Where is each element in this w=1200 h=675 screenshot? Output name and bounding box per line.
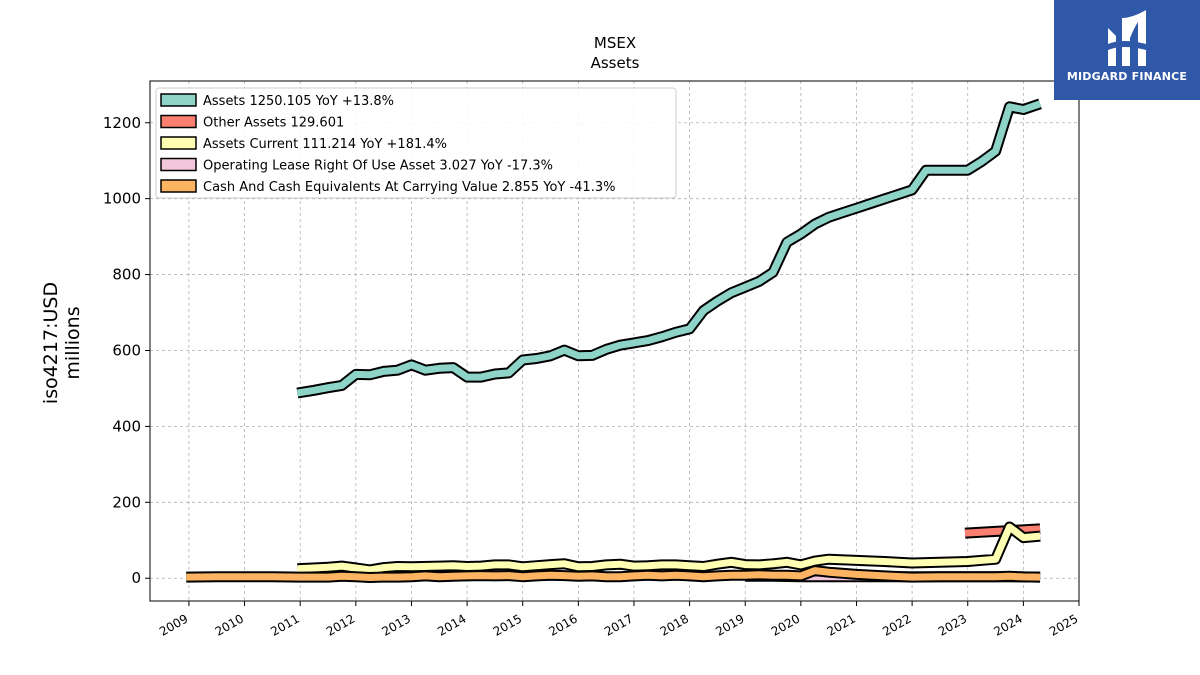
y-tick-label: 1200: [103, 114, 141, 132]
x-tick-label: 2012: [324, 611, 357, 638]
x-tick-label: 2019: [713, 611, 746, 638]
x-axis: 2009 2010 2011 2012 2013 2014 2015 2016 2017 2018…: [157, 601, 1081, 639]
legend-swatch: [160, 136, 197, 150]
y-tick-label: 0: [131, 569, 141, 587]
midgard-finance-logo: MIDGARD FINANCE: [1054, 0, 1200, 100]
legend-swatch: [160, 114, 197, 129]
logo-text: MIDGARD FINANCE: [1066, 70, 1188, 83]
y-tick-label: 1000: [103, 190, 141, 208]
legend-swatch: [160, 179, 197, 193]
legend-entry: Operating Lease Right Of Use Asset 3.027…: [203, 159, 553, 174]
y-tick-label: 800: [112, 266, 141, 284]
y-axis: 0 200 400 600 800 1000 1200: [103, 114, 150, 587]
series-2-line: [297, 523, 1041, 574]
x-tick-label: 2020: [769, 611, 802, 638]
x-tick-label: 2009: [157, 611, 190, 638]
legend-box: [155, 87, 677, 199]
series-4-line: [186, 567, 1041, 581]
x-tick-label: 2016: [546, 611, 579, 638]
legend: Assets 1250.105 YoY +13.8% Other Assets 1…: [155, 87, 677, 199]
y-tick-label: 400: [112, 417, 141, 435]
plot-frame: [149, 80, 1080, 602]
x-tick-label: 2010: [213, 611, 246, 638]
y-axis-label-line2: millions: [62, 306, 84, 379]
x-tick-label: 2013: [380, 611, 413, 638]
legend-entry: Other Assets 129.601: [203, 116, 344, 131]
x-tick-label: 2018: [658, 611, 691, 638]
legend-entry: Assets Current 111.214 YoY +181.4%: [203, 137, 447, 152]
series-layer: [186, 98, 1042, 583]
legend-swatch: [160, 93, 197, 107]
series-0-line: [296, 100, 1042, 397]
y-axis-label: iso4217:USD millions: [40, 282, 84, 404]
legend-swatch: [160, 157, 197, 172]
x-tick-label: 2014: [435, 611, 468, 638]
x-tick-label: 2011: [268, 611, 301, 638]
y-axis-label-line1: iso4217:USD: [40, 282, 62, 404]
x-tick-label: 2023: [936, 611, 969, 638]
y-tick-label: 600: [112, 341, 141, 359]
x-tick-label: 2017: [602, 611, 635, 638]
x-tick-label: 2015: [491, 611, 524, 638]
y-tick-label: 200: [112, 493, 141, 511]
legend-entry: Cash And Cash Equivalents At Carrying Va…: [203, 180, 615, 195]
chart-title: MSEX: [594, 34, 636, 52]
chart-subtitle: Assets: [591, 54, 640, 72]
x-tick-label: 2021: [825, 611, 858, 638]
x-tick-label: 2025: [1047, 611, 1080, 638]
x-tick-label: 2024: [991, 611, 1024, 638]
x-tick-label: 2022: [880, 611, 913, 638]
logo-mark-icon: [1108, 10, 1146, 66]
legend-entry: Assets 1250.105 YoY +13.8%: [203, 94, 394, 109]
